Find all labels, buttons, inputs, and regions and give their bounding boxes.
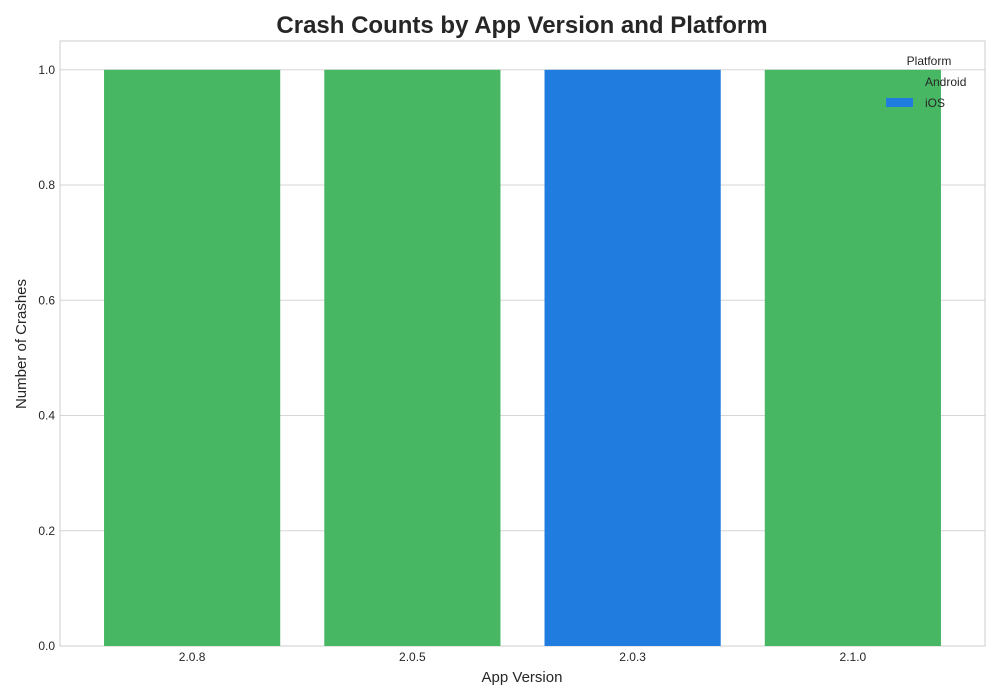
y-tick-label: 1.0 [38,63,55,77]
x-tick-label: 2.0.5 [399,650,426,664]
plot-frame [59,40,986,647]
x-tick-labels: 2.0.8 2.0.5 2.0.3 2.1.0 [179,650,867,664]
legend-swatch [886,77,913,86]
y-tick-label: 0.0 [38,639,55,653]
legend: Platform Android iOS [886,54,966,110]
y-tick-label: 0.4 [38,409,55,423]
legend-title: Platform [907,54,952,68]
x-tick-label: 2.1.0 [840,650,867,664]
legend-swatch [886,98,913,107]
bar [104,69,281,647]
legend-label: Android [925,75,966,89]
x-tick-label: 2.0.8 [179,650,206,664]
bar [544,69,721,647]
bar [324,69,501,647]
x-axis-label: App Version [482,669,563,686]
y-axis-label: Number of Crashes [13,279,30,409]
x-tick-label: 2.0.3 [619,650,646,664]
legend-entries: Android iOS [886,75,966,110]
legend-label: iOS [925,96,945,110]
bars [104,69,941,647]
y-tick-label: 0.8 [38,178,55,192]
y-tick-label: 0.6 [38,293,55,307]
y-tick-labels: 0.0 0.2 0.4 0.6 0.8 1.0 [38,63,55,653]
bar [764,69,941,647]
y-tick-label: 0.2 [38,524,55,538]
chart-title: Crash Counts by App Version and Platform [276,12,767,39]
